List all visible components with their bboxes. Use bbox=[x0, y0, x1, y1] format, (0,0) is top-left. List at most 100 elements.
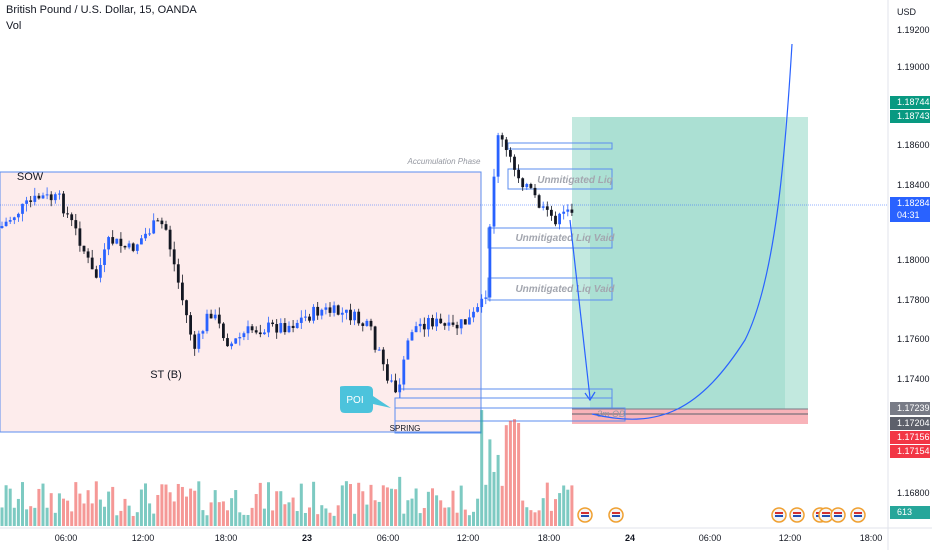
volume-bar bbox=[176, 483, 180, 526]
volume-bar bbox=[303, 512, 307, 526]
accumulation-range-box[interactable] bbox=[0, 171, 482, 433]
flag-stripe bbox=[612, 512, 620, 514]
candles[interactable] bbox=[0, 132, 574, 398]
volume-bar bbox=[152, 513, 156, 526]
price-tag-text: 1.18284 bbox=[897, 198, 930, 208]
accumulation-phase-label: Accumulation Phase bbox=[407, 157, 481, 166]
candle-body bbox=[447, 322, 451, 326]
economic-events[interactable] bbox=[577, 507, 866, 523]
volume-bar bbox=[221, 501, 225, 526]
volume-bar bbox=[529, 510, 533, 526]
volume-bar bbox=[29, 506, 33, 526]
volume-bar bbox=[230, 498, 234, 526]
price-tag-text: 1.17156 bbox=[897, 432, 930, 442]
candle-body bbox=[406, 340, 410, 360]
volume-bar bbox=[484, 484, 488, 526]
volume-indicator-label[interactable]: Vol bbox=[6, 20, 22, 32]
price-tag bbox=[890, 431, 930, 444]
candle-body bbox=[472, 311, 475, 318]
volume-bar bbox=[406, 500, 410, 526]
position-profit-zone-edge-right bbox=[785, 117, 808, 409]
price-tick-label: 1.17600 bbox=[897, 334, 930, 344]
liquidity-box-2[interactable] bbox=[487, 227, 613, 249]
candle-body bbox=[74, 220, 78, 229]
volume-bar bbox=[566, 489, 570, 526]
volume-bar bbox=[328, 512, 332, 526]
volume-bar bbox=[127, 505, 131, 526]
volume-bar bbox=[422, 507, 426, 526]
volume-bar bbox=[365, 504, 369, 526]
price-tag bbox=[890, 197, 930, 210]
candle-body bbox=[217, 314, 221, 324]
volume-bar bbox=[144, 483, 147, 526]
volume-bar bbox=[504, 425, 508, 526]
liquidity-box-1[interactable] bbox=[507, 168, 613, 190]
liquidity-box-3[interactable] bbox=[487, 277, 613, 301]
price-tick-label: 1.18600 bbox=[897, 140, 930, 150]
candle-body bbox=[414, 326, 418, 333]
volume-bar bbox=[25, 509, 29, 526]
volume-bar bbox=[258, 482, 262, 526]
price-tag bbox=[890, 402, 930, 415]
price-tag-text: 613 bbox=[897, 507, 912, 517]
candle-body bbox=[468, 317, 471, 325]
candle-body bbox=[345, 309, 348, 313]
volume-bar bbox=[570, 485, 574, 526]
price-tag bbox=[890, 445, 930, 458]
candle-body bbox=[148, 233, 151, 235]
candle-body bbox=[316, 306, 320, 316]
flag-stripe bbox=[775, 512, 783, 514]
poi-callout[interactable] bbox=[340, 386, 391, 413]
time-axis-labels[interactable]: 06:00 12:00 18:00 23 06:00 12:00 18:00 24 06:00 1… bbox=[55, 533, 883, 543]
volume-bar bbox=[541, 498, 545, 526]
volume-bar bbox=[135, 512, 139, 526]
candle-body bbox=[99, 264, 102, 278]
price-tag-text: 1.17239 bbox=[897, 403, 930, 413]
candle-body bbox=[340, 312, 344, 315]
volume-bar bbox=[238, 512, 242, 526]
flag-stripe bbox=[612, 515, 620, 517]
candle-body bbox=[550, 209, 553, 216]
volume-bar bbox=[361, 491, 365, 526]
flag-stripe bbox=[793, 515, 801, 517]
volume-bar bbox=[410, 498, 414, 526]
price-axis-ticks[interactable]: 1.19200 1.19000 1.18600 1.18400 1.18000 1.178… bbox=[897, 25, 930, 498]
projection-arrow-line[interactable] bbox=[569, 219, 591, 399]
volume-bar bbox=[168, 492, 172, 526]
candle-body bbox=[238, 337, 242, 339]
spring-label: SPRING bbox=[390, 424, 421, 433]
volume-bar bbox=[447, 507, 451, 526]
liquidity-box-top[interactable] bbox=[507, 142, 613, 150]
candle-body bbox=[484, 297, 488, 299]
volume-bar bbox=[349, 484, 352, 526]
position-profit-zone[interactable] bbox=[572, 117, 808, 409]
position-loss-zone[interactable] bbox=[572, 409, 808, 424]
projection-curve[interactable] bbox=[591, 43, 793, 420]
volume-bar bbox=[316, 514, 320, 526]
candle-body bbox=[480, 298, 484, 308]
candle-body bbox=[193, 334, 197, 349]
price-tag bbox=[890, 506, 930, 519]
volume-bar bbox=[197, 481, 201, 526]
flag-stripe bbox=[854, 515, 862, 517]
candle-body bbox=[377, 349, 381, 351]
candle-body bbox=[459, 319, 463, 329]
volume-bar bbox=[267, 482, 270, 526]
volume-bar bbox=[320, 505, 324, 526]
candle-body bbox=[455, 324, 459, 329]
candle-body bbox=[189, 315, 192, 335]
candle-body bbox=[500, 135, 504, 140]
candle-body bbox=[369, 320, 373, 327]
volume-bar bbox=[508, 420, 512, 526]
volume-bar bbox=[213, 490, 217, 526]
candle-body bbox=[271, 322, 274, 325]
candle-body bbox=[152, 220, 156, 234]
candle-body bbox=[304, 316, 307, 318]
candle-body bbox=[324, 307, 328, 310]
candle-body bbox=[390, 380, 393, 382]
candle-body bbox=[373, 326, 377, 350]
volume-bar bbox=[189, 488, 193, 526]
candle-body bbox=[431, 318, 434, 327]
volume-bar bbox=[283, 504, 287, 526]
